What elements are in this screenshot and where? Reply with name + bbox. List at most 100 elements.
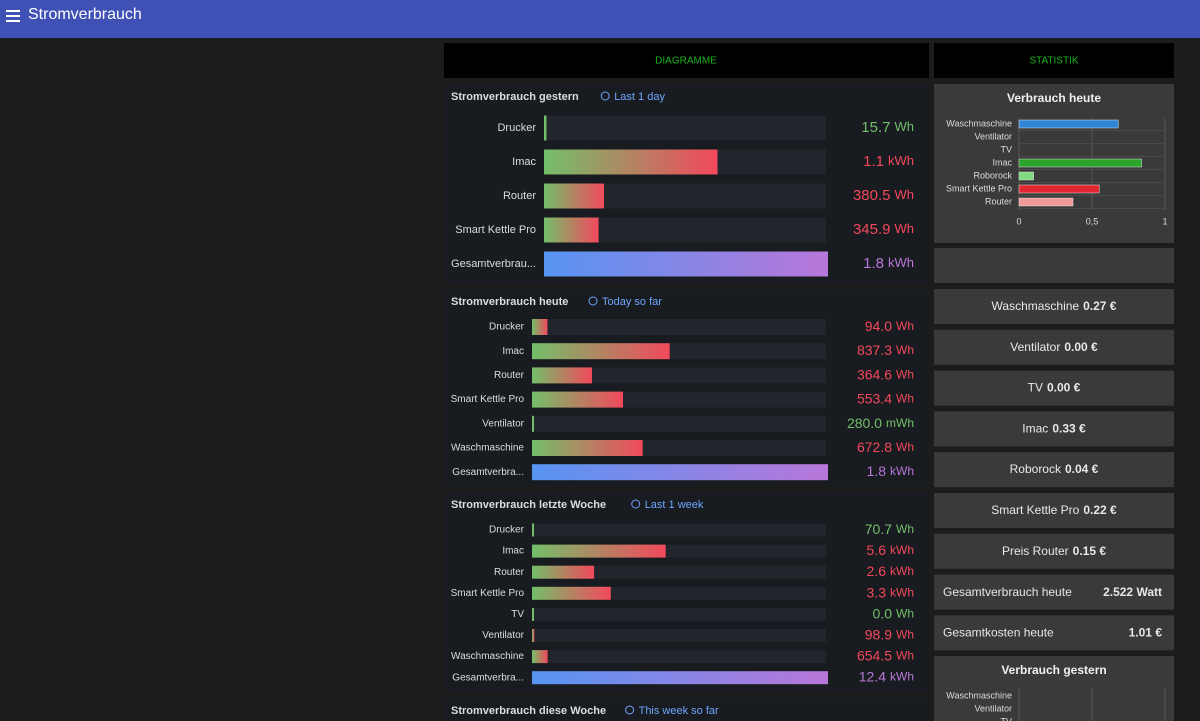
value-number: 1.1 [863, 153, 884, 170]
gauge-value: 3.3 kWh [867, 584, 914, 600]
stat-text: Waschmaschine 0.27 € [992, 299, 1117, 313]
gauge-value: 70.7 Wh [865, 521, 914, 537]
time-range: Last 1 week [645, 499, 704, 511]
value-number: 672.8 [857, 439, 892, 455]
section-title: STATISTIK [1029, 56, 1078, 67]
gauge-label: Smart Kettle Pro [451, 588, 525, 599]
stat-value: 0.00 € [1064, 340, 1098, 354]
gauge-label: Gesamtverbra... [452, 467, 524, 478]
gauge-value: 2.6 kWh [867, 563, 914, 579]
value-unit: Wh [896, 368, 914, 382]
y-tick-label: Waschmaschine [946, 690, 1012, 700]
gauge-bar [532, 650, 548, 664]
section-header [444, 43, 929, 78]
panel [444, 698, 929, 721]
stat-value: 0.22 € [1083, 503, 1117, 517]
value-unit: Wh [896, 522, 914, 536]
gauge-label: Router [494, 370, 525, 381]
value-unit: Wh [896, 607, 914, 621]
gauge-label: Ventilator [482, 630, 524, 641]
section-header [934, 43, 1174, 78]
panel-title: Stromverbrauch gestern [451, 91, 579, 103]
stat-text: Smart Kettle Pro 0.22 € [991, 503, 1117, 517]
stat-tile [934, 411, 1174, 447]
stat-tile [934, 329, 1174, 365]
gauge-bar [532, 629, 535, 642]
gauge-value: 15.7 Wh [861, 119, 914, 136]
stat-value: 0.27 € [1083, 299, 1117, 313]
app-bar [0, 0, 1200, 38]
gauge-value: 837.3 Wh [857, 342, 914, 358]
gauge-value: 5.6 kWh [867, 542, 914, 558]
gauge-bar [532, 440, 643, 456]
value-number: 12.4 [859, 668, 886, 684]
value-number: 1.8 [863, 255, 884, 272]
stat-tile [934, 370, 1174, 406]
gauge-value: 1.8 kWh [867, 463, 914, 479]
gauge-bar [532, 565, 595, 579]
time-range: Today so far [602, 296, 662, 308]
menu-icon[interactable] [6, 10, 20, 22]
value-unit: Wh [896, 628, 914, 642]
chart-card [934, 656, 1174, 721]
gauge-bar [532, 671, 828, 685]
panel-title: Stromverbrauch heute [451, 296, 568, 308]
stat-value: 0.15 € [1073, 544, 1107, 558]
value-number: 1.8 [867, 463, 887, 479]
clock-icon [600, 91, 610, 101]
gauge-label: Imac [502, 546, 524, 557]
gauge-value: 94.0 Wh [865, 318, 914, 334]
value-unit: kWh [890, 564, 914, 578]
gauge-bar [544, 217, 599, 243]
gauge-value: 553.4 Wh [857, 390, 914, 406]
gauge-label: Gesamtverbra... [452, 672, 524, 683]
value-unit: kWh [890, 543, 914, 557]
gauge-label: Router [494, 567, 525, 578]
y-tick-label: Router [985, 196, 1012, 206]
gauge-track [544, 115, 826, 141]
gauge-label: TV [511, 609, 524, 620]
y-tick-label: TV [1000, 716, 1012, 721]
gauge-label: Smart Kettle Pro [451, 394, 525, 405]
value-unit: Wh [896, 343, 914, 357]
stat-label: Gesamtverbrauch heute [943, 585, 1072, 599]
stat-label: TV [1028, 381, 1043, 395]
value-number: 553.4 [857, 390, 892, 406]
value-unit: Wh [895, 119, 915, 134]
chart-title: Verbrauch gestern [1001, 663, 1106, 677]
y-tick-label: Ventilator [974, 131, 1012, 141]
app-title: Stromverbrauch [28, 6, 142, 23]
clock-icon [631, 499, 641, 509]
clock-icon [625, 705, 635, 715]
panel-title: Stromverbrauch letzte Woche [451, 499, 606, 511]
value-number: 837.3 [857, 342, 892, 358]
stat-tile [934, 289, 1174, 324]
gauge-label: Waschmaschine [451, 651, 524, 662]
stat-text: TV 0.00 € [1028, 381, 1081, 395]
time-range: Last 1 day [614, 91, 665, 103]
stat-label: Preis Router [1002, 544, 1069, 558]
gauge-value: 98.9 Wh [865, 626, 914, 642]
gauge-bar [544, 149, 718, 175]
stat-text: Roborock 0.04 € [1010, 462, 1099, 476]
section-title: DIAGRAMME [655, 56, 717, 67]
gauge-track [532, 523, 826, 537]
gauge-value: 1.8 kWh [863, 255, 914, 272]
value-number: 380.5 [853, 187, 891, 204]
gauge-bar [532, 319, 548, 335]
gauge-value: 654.5 Wh [857, 647, 914, 663]
gauge-label: Router [503, 190, 536, 202]
gauge-track [532, 319, 826, 335]
value-unit: Wh [896, 319, 914, 333]
value-unit: kWh [890, 464, 914, 478]
stat-label: Roborock [1010, 462, 1062, 476]
gauge-value: 280.0 mWh [847, 415, 914, 431]
gauge-value: 380.5 Wh [853, 187, 914, 204]
value-unit: Wh [895, 221, 915, 236]
gauge-bar [532, 367, 592, 384]
value-unit: kWh [890, 670, 914, 684]
gauge-bar [532, 607, 534, 621]
gauge-bar [532, 464, 828, 481]
stat-tile [934, 452, 1174, 488]
